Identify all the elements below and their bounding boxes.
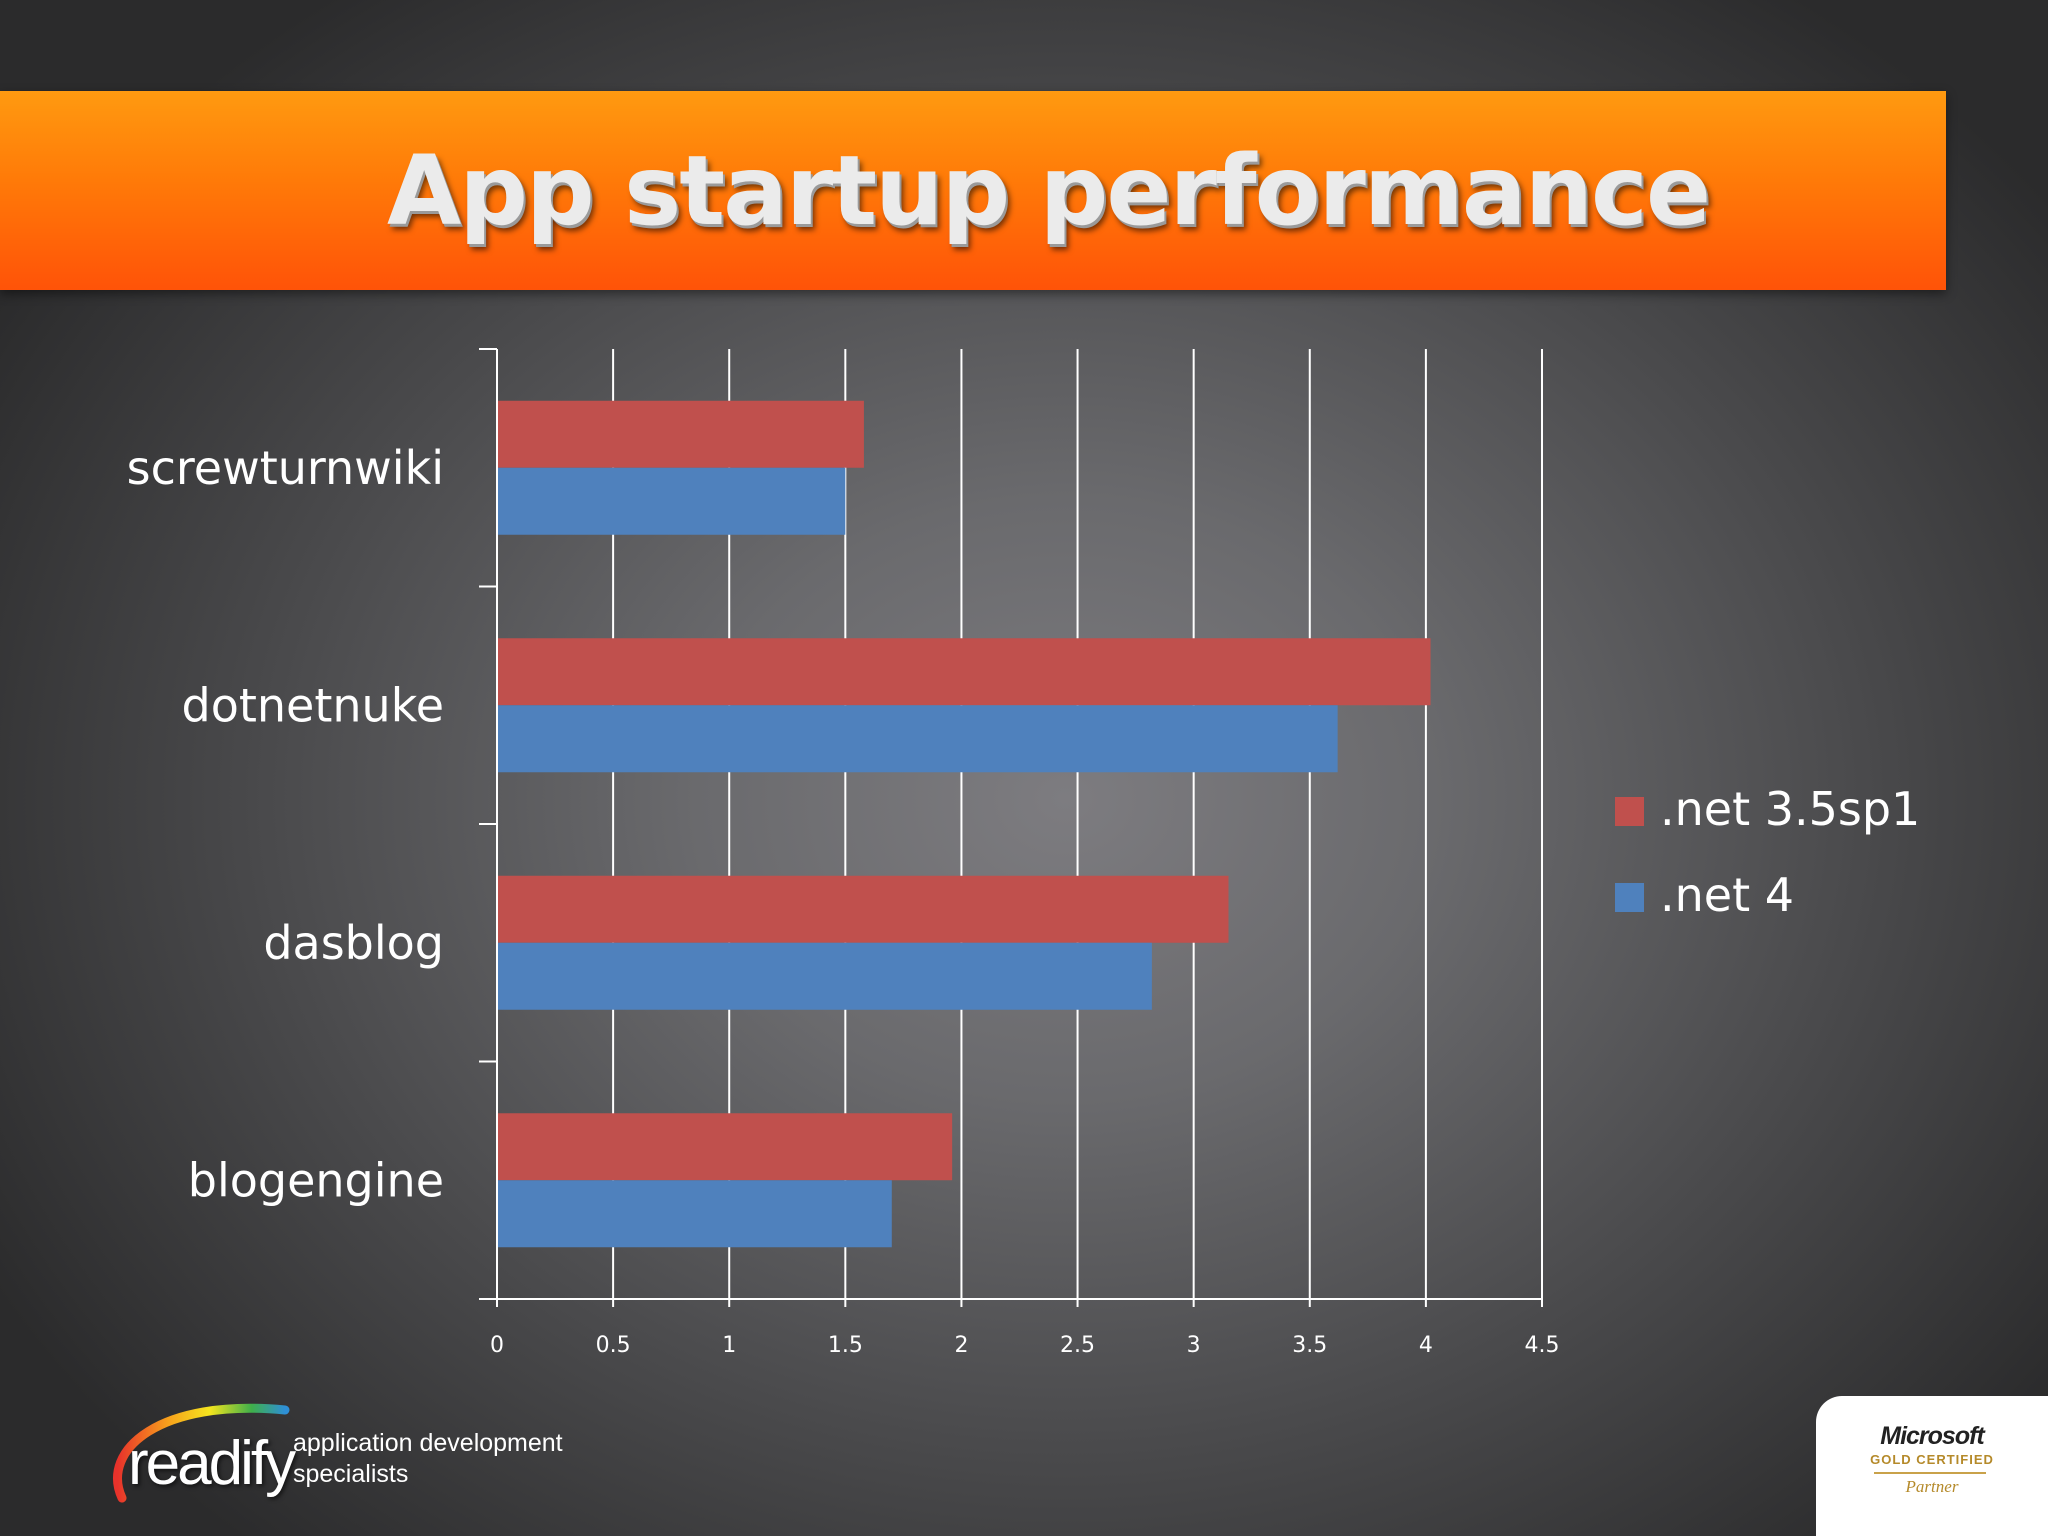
x-tick-label: 3 [1187,1333,1201,1358]
x-tick-label: 0.5 [596,1333,631,1358]
title-banner: App startup performance [0,91,1946,290]
x-tick-label: 1 [722,1333,736,1358]
bar-net35sp1-screwturnwiki [497,400,864,468]
legend: .net 3.5sp1 .net 4 [1615,782,1920,922]
category-label: dasblog [263,916,444,970]
category-label: blogengine [188,1153,444,1207]
bar-marks [497,400,1431,1248]
readify-swoosh-icon [113,1403,290,1503]
bar-net35sp1-blogengine [497,1113,953,1181]
x-tick-label: 4 [1419,1333,1433,1358]
bar-net4-dotnetnuke [497,705,1338,773]
axis-labels: 0 0.5 1 1.5 2 2.5 3 3.5 4 4.5 screwturnwiki dotnetn… [127,441,1560,1358]
bar-net4-dasblog [497,942,1152,1010]
bar-net35sp1-dotnetnuke [497,638,1431,706]
readify-wordmark: readify [128,1429,296,1498]
x-tick-label: 3.5 [1292,1333,1327,1358]
bar-net4-blogengine [497,1180,892,1248]
legend-label: .net 4 [1660,868,1794,922]
microsoft-partner-badge: Microsoft GOLD CERTIFIED Partner [1816,1396,2048,1536]
x-tick-label: 1.5 [828,1333,863,1358]
gold-certified-label: GOLD CERTIFIED [1870,1452,1994,1467]
readify-tagline: application development specialists [293,1429,563,1488]
legend-swatch [1615,883,1644,912]
x-tick-label: 0 [490,1333,504,1358]
badge-divider [1874,1472,1986,1474]
legend-label: .net 3.5sp1 [1660,782,1920,836]
bar-net35sp1-dasblog [497,875,1229,943]
legend-swatch [1615,797,1644,826]
grid-lines [612,349,1543,1299]
partner-label: Partner [1905,1477,1959,1496]
microsoft-wordmark: Microsoft [1880,1422,1985,1450]
x-tick-label: 2.5 [1060,1333,1095,1358]
x-tick-label: 2 [954,1333,968,1358]
slide-title: App startup performance [386,134,1711,247]
bar-net4-screwturnwiki [497,467,846,535]
category-label: screwturnwiki [127,441,444,495]
x-tick-label: 4.5 [1525,1333,1560,1358]
axes [479,348,1543,1307]
category-label: dotnetnuke [182,678,444,732]
readify-logo: readify application development speciali… [100,1390,620,1510]
